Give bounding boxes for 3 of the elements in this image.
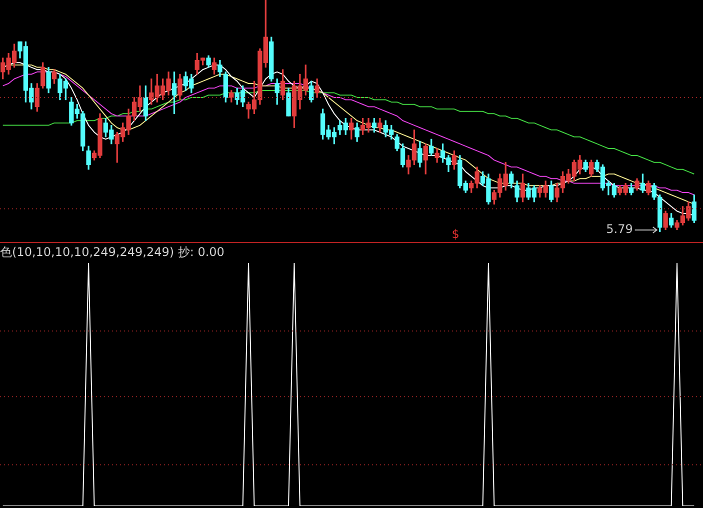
annotation: $ — [452, 227, 460, 242]
annotation: 5.79 — [606, 222, 633, 236]
chart-title: 色(10,10,10,10,249,249,249) 抄: 0.00 — [0, 245, 224, 260]
